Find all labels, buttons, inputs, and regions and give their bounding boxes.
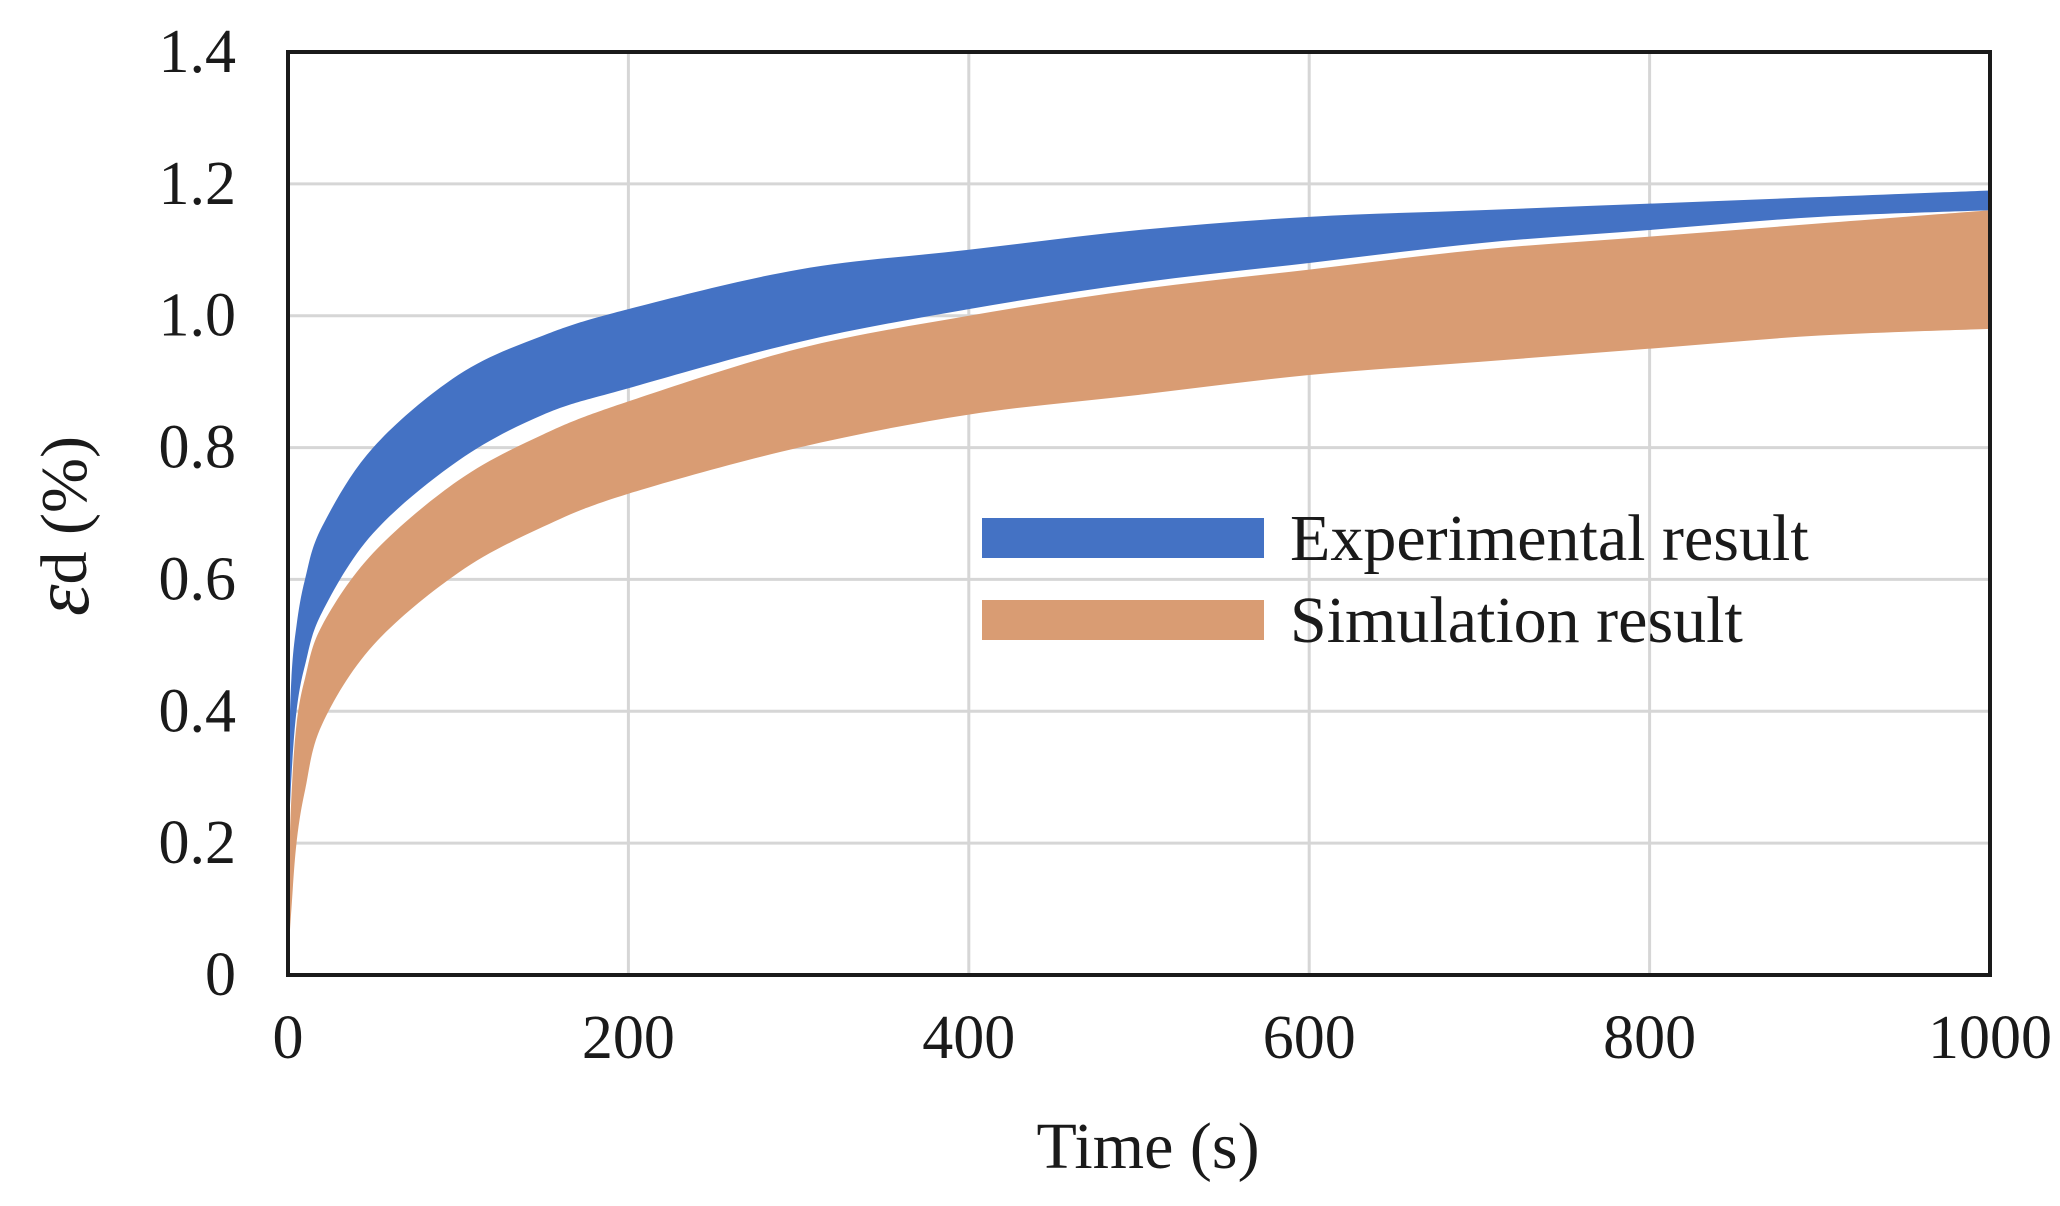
y-tick-label-0: 0 xyxy=(205,941,236,1009)
x-tick-label-4: 800 xyxy=(1603,1004,1696,1072)
y-tick-label-5: 1.0 xyxy=(159,282,237,350)
x-tick-label-3: 600 xyxy=(1263,1004,1356,1072)
y-tick-label-3: 0.6 xyxy=(159,545,237,613)
y-tick-label-6: 1.2 xyxy=(159,150,237,218)
x-tick-label-5: 1000 xyxy=(1928,1004,2052,1072)
legend-swatch-1 xyxy=(982,600,1264,640)
legend-label-0: Experimental result xyxy=(1290,502,1809,575)
x-tick-label-2: 400 xyxy=(922,1004,1015,1072)
y-axis-symbol: ε xyxy=(18,584,106,616)
x-tick-label-1: 200 xyxy=(582,1004,675,1072)
x-axis-label: Time (s) xyxy=(1036,1110,1259,1183)
legend-label-1: Simulation result xyxy=(1290,584,1743,657)
y-tick-label-2: 0.4 xyxy=(159,677,237,745)
legend: Experimental result Simulation result xyxy=(982,502,1809,657)
plot-frame xyxy=(286,50,1992,977)
y-tick-label-1: 0.2 xyxy=(159,809,237,877)
y-tick-label-4: 0.8 xyxy=(159,414,237,482)
series-layer xyxy=(288,190,1990,962)
legend-swatch-0 xyxy=(982,518,1264,558)
x-tick-label-0: 0 xyxy=(273,1004,304,1072)
tick-layer: 0 200 400 600 800 1000 0 0.2 0.4 0.6 0.8 1.0 1.2 1.4 xyxy=(159,18,2053,1072)
series-band-experimental-result xyxy=(288,190,1990,857)
y-axis-unit: (%) xyxy=(28,436,101,551)
y-axis-label: εd (%) xyxy=(18,436,106,616)
y-tick-label-7: 1.4 xyxy=(159,18,237,86)
series-band-simulation-result xyxy=(288,210,1990,962)
y-axis-subscript: d xyxy=(28,551,101,584)
